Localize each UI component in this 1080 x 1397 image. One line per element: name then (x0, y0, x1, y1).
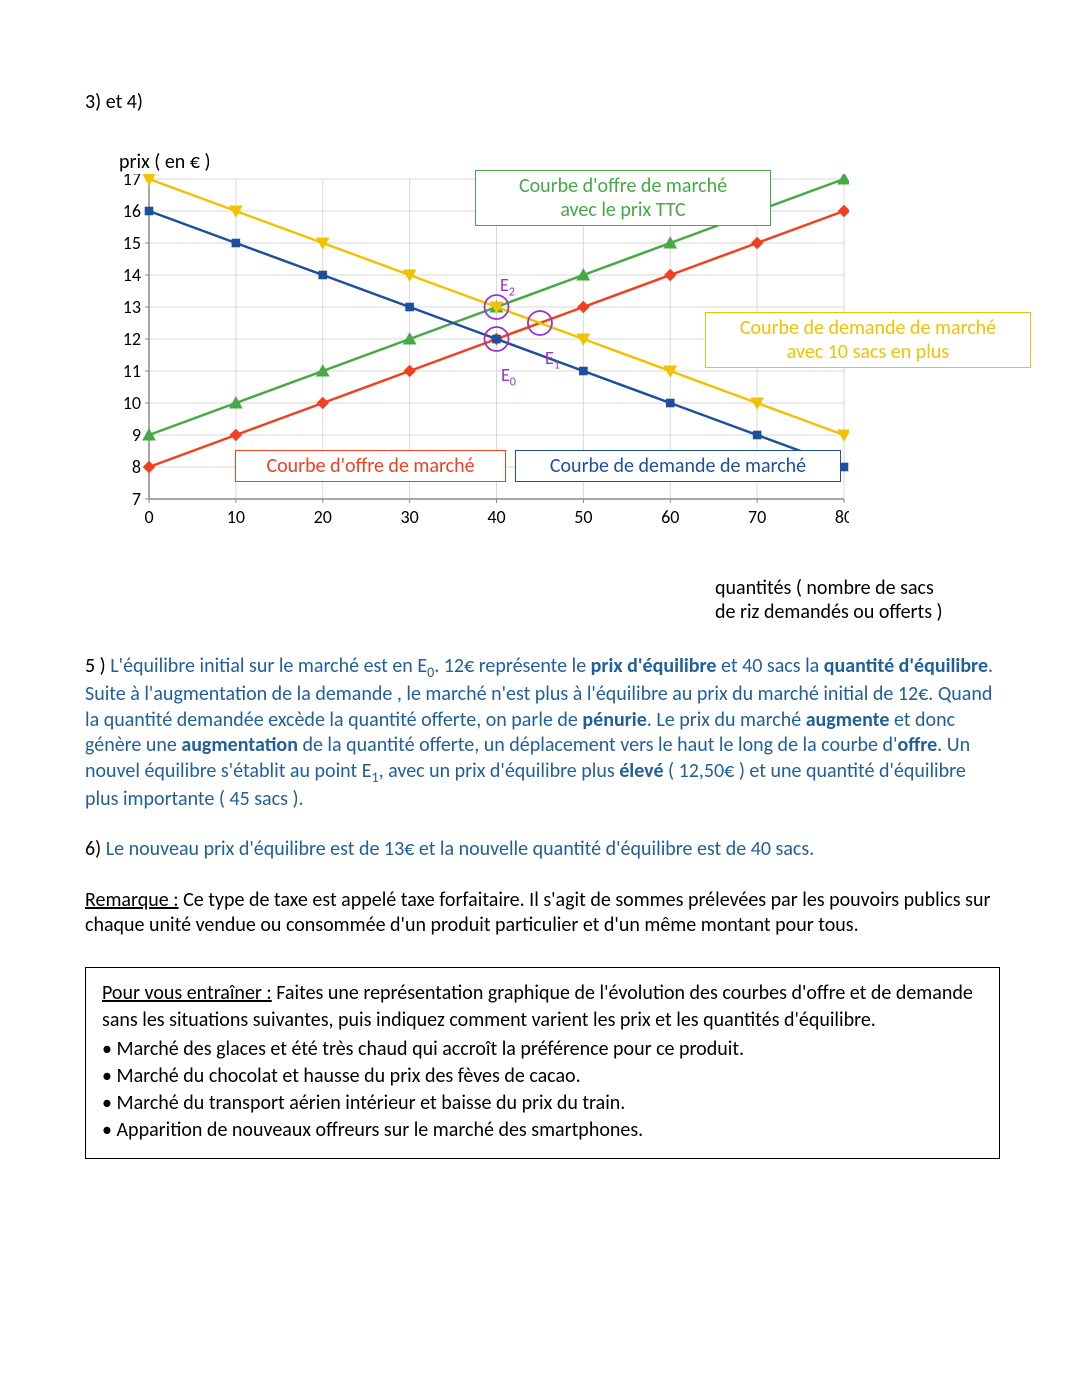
p5-b7: élevé (619, 759, 663, 783)
paragraph-6: 6) Le nouveau prix d'équilibre est de 13… (85, 837, 1000, 863)
remark-paragraph: Remarque : Ce type de taxe est appelé ta… (85, 888, 1000, 939)
svg-text:11: 11 (123, 360, 141, 382)
remark-label: Remarque : (85, 888, 179, 912)
p5-t7: de la quantité offerte, un déplacement v… (298, 733, 898, 757)
svg-text:15: 15 (123, 232, 141, 254)
svg-text:16: 16 (123, 200, 141, 222)
svg-text:70: 70 (748, 506, 766, 528)
bullet-1: • Marché des glaces et été très chaud qu… (102, 1036, 983, 1063)
svg-text:50: 50 (574, 506, 592, 528)
remark-text: Ce type de taxe est appelé taxe forfaita… (85, 888, 990, 938)
legend-demande: Courbe de demande de marché (515, 450, 841, 482)
legend-demande-plus: Courbe de demande de marchéavec 10 sacs … (705, 312, 1031, 368)
svg-text:7: 7 (132, 488, 141, 510)
p5-sub1: 1 (371, 769, 378, 786)
svg-text:60: 60 (661, 506, 679, 528)
svg-text:80: 80 (835, 506, 849, 528)
svg-text:12: 12 (123, 328, 141, 350)
p5-b5: augmentation (181, 733, 298, 757)
svg-text:13: 13 (123, 296, 141, 318)
lead-6: 6) (85, 837, 106, 861)
svg-text:14: 14 (123, 264, 141, 286)
training-label: Pour vous entraîner : (102, 981, 272, 1005)
heading-3-4: 3) et 4) (85, 90, 1000, 114)
bullet-2: • Marché du chocolat et hausse du prix d… (102, 1063, 983, 1090)
svg-text:0: 0 (144, 506, 153, 528)
p5-b6: offre (897, 733, 937, 757)
p6-text: Le nouveau prix d'équilibre est de 13€ e… (106, 837, 815, 861)
svg-text:8: 8 (132, 456, 141, 478)
p5-b4: augmente (806, 708, 890, 732)
training-box: Pour vous entraîner : Faites une représe… (85, 967, 1000, 1159)
p5-b1: prix d'équilibre (591, 654, 717, 678)
svg-text:10: 10 (123, 392, 141, 414)
label-e1: E1 (545, 347, 560, 373)
page: 3) et 4) prix ( en € ) 78910111213141516… (0, 0, 1080, 1219)
p5-t5: . Le prix du marché (647, 708, 806, 732)
p5-b3: pénurie (582, 708, 646, 732)
paragraph-5: 5 ) L'équilibre initial sur le marché es… (85, 654, 1000, 812)
x-axis-title: quantités ( nombre de sacsde riz demandé… (715, 576, 975, 624)
label-e2: E2 (500, 274, 515, 300)
p5-b2: quantité d'équilibre (824, 654, 988, 678)
p5-t1: L'équilibre initial sur le marché est en… (110, 654, 427, 678)
p5-t3: et 40 sacs la (717, 654, 824, 678)
label-e0: E0 (501, 364, 516, 390)
chart-container: prix ( en € ) 7 8 9 10 11 12 13 14 15 16 17 0 10 20 30… (85, 144, 965, 624)
legend-offre: Courbe d'offre de marché (235, 450, 506, 482)
svg-text:9: 9 (132, 424, 141, 446)
training-intro: Pour vous entraîner : Faites une représe… (102, 980, 983, 1034)
legend-offre-ttc: Courbe d'offre de marchéavec le prix TTC (475, 170, 771, 226)
svg-text:40: 40 (487, 506, 505, 528)
y-axis-title: prix ( en € ) (119, 150, 211, 174)
p5-t2: . 12€ représente le (434, 654, 590, 678)
bullet-3: • Marché du transport aérien intérieur e… (102, 1090, 983, 1117)
p5-t9: , avec un prix d'équilibre plus (379, 759, 620, 783)
svg-text:20: 20 (314, 506, 332, 528)
bullet-4: • Apparition de nouveaux offreurs sur le… (102, 1117, 983, 1144)
lead-5: 5 ) (85, 654, 110, 678)
svg-text:17: 17 (123, 174, 141, 190)
svg-text:30: 30 (401, 506, 419, 528)
svg-text:10: 10 (227, 506, 245, 528)
